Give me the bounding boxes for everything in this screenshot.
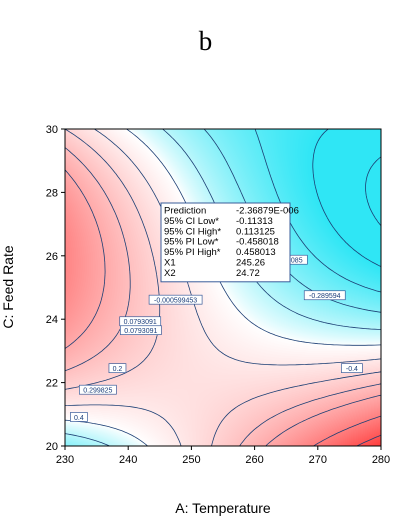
- tooltip-row-label: 95% CI Low*: [164, 216, 219, 227]
- contour-label-box: [303, 290, 346, 301]
- tooltip-row-value: 0.458013: [236, 247, 276, 258]
- y-axis-label: C: Feed Rate: [0, 245, 16, 328]
- y-tick-label: 22: [46, 378, 58, 390]
- tooltip-row-value: -0.458018: [236, 237, 279, 248]
- contour-line-10: [65, 129, 381, 446]
- y-tick-label: 30: [46, 124, 58, 136]
- panel-label: b: [198, 26, 213, 56]
- tooltip-row-value: -0.11313: [236, 216, 273, 227]
- x-axis-label: A: Temperature: [175, 500, 271, 516]
- y-tick-label: 28: [46, 187, 58, 199]
- tooltip-row-label: X1: [164, 258, 176, 269]
- x-tick-label: 260: [245, 454, 263, 466]
- x-tick-label: 270: [309, 454, 327, 466]
- contour-label: -0.289594: [309, 293, 341, 300]
- tooltip-row-label: 95% PI High*: [164, 247, 221, 258]
- contour-line-4: [312, 129, 381, 267]
- contour-label: -0.4: [346, 366, 358, 373]
- contour-label-box: [70, 412, 88, 422]
- x-tick-label: 250: [182, 454, 200, 466]
- contour-label-box: [108, 363, 127, 374]
- contour-label: 0.2: [113, 366, 123, 373]
- tooltip-row-label: 95% CI High*: [164, 226, 221, 237]
- tooltip-row-label: Prediction: [164, 206, 206, 217]
- contour-label: 0.299825: [83, 388, 112, 395]
- tooltip-row-value: 24.72: [236, 268, 260, 279]
- contour-label: 0.0793091: [124, 319, 157, 326]
- contour-line-3: [365, 156, 381, 226]
- tooltip-row-label: 95% PI Low*: [164, 237, 219, 248]
- tooltip-row-value: 245.26: [236, 258, 265, 269]
- contour-label: 0.0793091: [124, 328, 157, 335]
- contour-label-box: [119, 316, 162, 327]
- tooltip-row-label: X2: [164, 268, 176, 279]
- plot-frame: [64, 128, 382, 447]
- tooltip-row-value: -2.36879E-006: [236, 206, 299, 217]
- contour-label-box: [79, 384, 117, 395]
- axis-ticks: 230 240 250 260 270 280 20 22 24 26 28 30: [46, 124, 390, 466]
- y-tick-label: 20: [46, 441, 58, 453]
- contour-label: 0.4: [74, 415, 84, 422]
- tooltip-row-value: 0.113125: [236, 226, 275, 237]
- y-tick-label: 26: [46, 251, 58, 263]
- x-tick-label: 230: [56, 454, 74, 466]
- contour-label-box: [341, 363, 363, 374]
- x-tick-label: 240: [119, 454, 137, 466]
- contour-label-box: [148, 294, 203, 305]
- y-tick-label: 24: [46, 314, 58, 326]
- contour-line-12: [65, 169, 381, 446]
- x-tick-label: 280: [372, 454, 390, 466]
- contour-label: -0.000599453: [154, 298, 197, 305]
- tooltip-box: [160, 202, 291, 283]
- prediction-tooltip: Prediction -2.36879E-006 95% CI Low* -0.113…: [160, 202, 299, 283]
